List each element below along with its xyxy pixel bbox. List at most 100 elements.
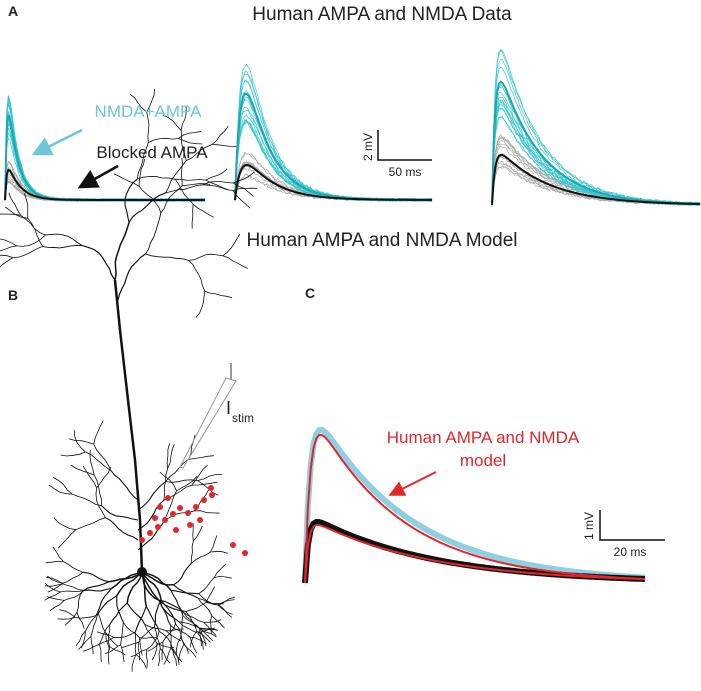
dendrite	[175, 623, 185, 645]
trace	[234, 92, 432, 201]
dendrite	[130, 649, 148, 658]
dendrite	[191, 481, 218, 486]
dendrite	[141, 571, 160, 601]
dendrite	[175, 178, 206, 181]
dendrite	[192, 525, 203, 542]
dendrite	[113, 173, 140, 187]
dendrite	[96, 631, 114, 638]
dendrite	[135, 654, 147, 669]
dendrite	[165, 160, 187, 193]
dendrite	[96, 466, 112, 489]
dendrite	[211, 144, 237, 147]
synapse	[209, 492, 215, 498]
annotation: NMDA+AMPA	[95, 102, 203, 121]
dendrite	[173, 563, 192, 586]
dendrite	[199, 628, 218, 631]
dendrite	[136, 142, 149, 180]
title: Human AMPA and NMDA Data	[252, 4, 512, 25]
trace	[491, 58, 701, 207]
dendrite	[163, 647, 172, 665]
dendrite	[162, 623, 176, 643]
arrow	[77, 164, 119, 189]
dendrite	[113, 279, 144, 573]
dendrite	[134, 606, 147, 633]
dendrite	[213, 563, 226, 578]
dendrite	[20, 214, 46, 236]
annotation: Blocked AMPA	[96, 143, 208, 162]
dendrite	[120, 622, 124, 645]
soma	[137, 567, 147, 577]
dendrite	[194, 510, 220, 514]
traces	[4, 49, 701, 584]
dendrite	[139, 636, 158, 639]
dendrite	[85, 451, 112, 472]
dendrite	[45, 233, 83, 246]
dendrite	[160, 185, 183, 214]
dendrite	[93, 443, 112, 471]
dendrite	[105, 644, 121, 654]
dendrite	[62, 583, 85, 591]
trace	[4, 168, 205, 201]
dendrite	[188, 455, 214, 460]
dendrite	[73, 430, 86, 453]
dendrite	[197, 597, 220, 606]
dendrite	[134, 632, 137, 655]
dendrite	[204, 290, 233, 298]
dendrite	[170, 590, 184, 616]
stim-label: stim	[232, 411, 254, 425]
dendrite	[144, 624, 167, 632]
dendrite	[85, 611, 99, 632]
dendrite	[96, 595, 118, 616]
dendrite	[129, 93, 147, 113]
dendrite	[63, 561, 83, 573]
dendrite	[44, 582, 61, 593]
dendrite	[60, 451, 86, 457]
dendrite	[232, 190, 251, 209]
dendrite	[68, 438, 94, 445]
dendrite	[158, 648, 161, 667]
dendrite	[232, 187, 258, 191]
dendrite	[163, 468, 168, 501]
dendrite	[76, 612, 85, 629]
stim-label: I	[226, 398, 231, 418]
dendrite	[90, 636, 94, 655]
dendrite	[146, 111, 150, 143]
trace	[491, 153, 700, 206]
dendrite	[198, 577, 215, 595]
dendrite	[110, 470, 139, 501]
synapse	[201, 497, 207, 503]
dendrite	[83, 587, 112, 592]
dendrite	[147, 641, 164, 652]
dendrite	[166, 628, 184, 632]
scale-label: 20 ms	[614, 545, 647, 559]
dendrite	[105, 632, 119, 647]
dendrite	[205, 601, 224, 605]
dendrite	[200, 628, 217, 638]
dendrite	[148, 137, 179, 143]
dendrite	[109, 602, 128, 625]
dendrite	[141, 571, 174, 586]
dendrite	[60, 590, 83, 593]
dendrite	[137, 176, 176, 180]
dendrite	[76, 590, 84, 613]
dendrite	[180, 106, 187, 131]
dendrite	[138, 186, 162, 214]
dendrite	[164, 490, 177, 521]
dendrite	[182, 615, 201, 630]
synapse	[157, 504, 163, 510]
dendrite	[185, 611, 198, 632]
dendrite	[188, 253, 223, 261]
dendrite	[63, 571, 84, 584]
dendrite	[203, 184, 234, 191]
dendrite	[197, 597, 213, 616]
neuron	[0, 88, 258, 672]
dendrite	[141, 571, 172, 591]
dendrite	[145, 253, 189, 261]
dendrite	[178, 621, 198, 634]
dendrite	[210, 550, 229, 554]
dendrite	[211, 126, 229, 145]
dendrite	[192, 523, 194, 542]
dendrite	[159, 599, 185, 614]
synapse	[193, 504, 199, 510]
panel-label: A	[8, 3, 18, 19]
